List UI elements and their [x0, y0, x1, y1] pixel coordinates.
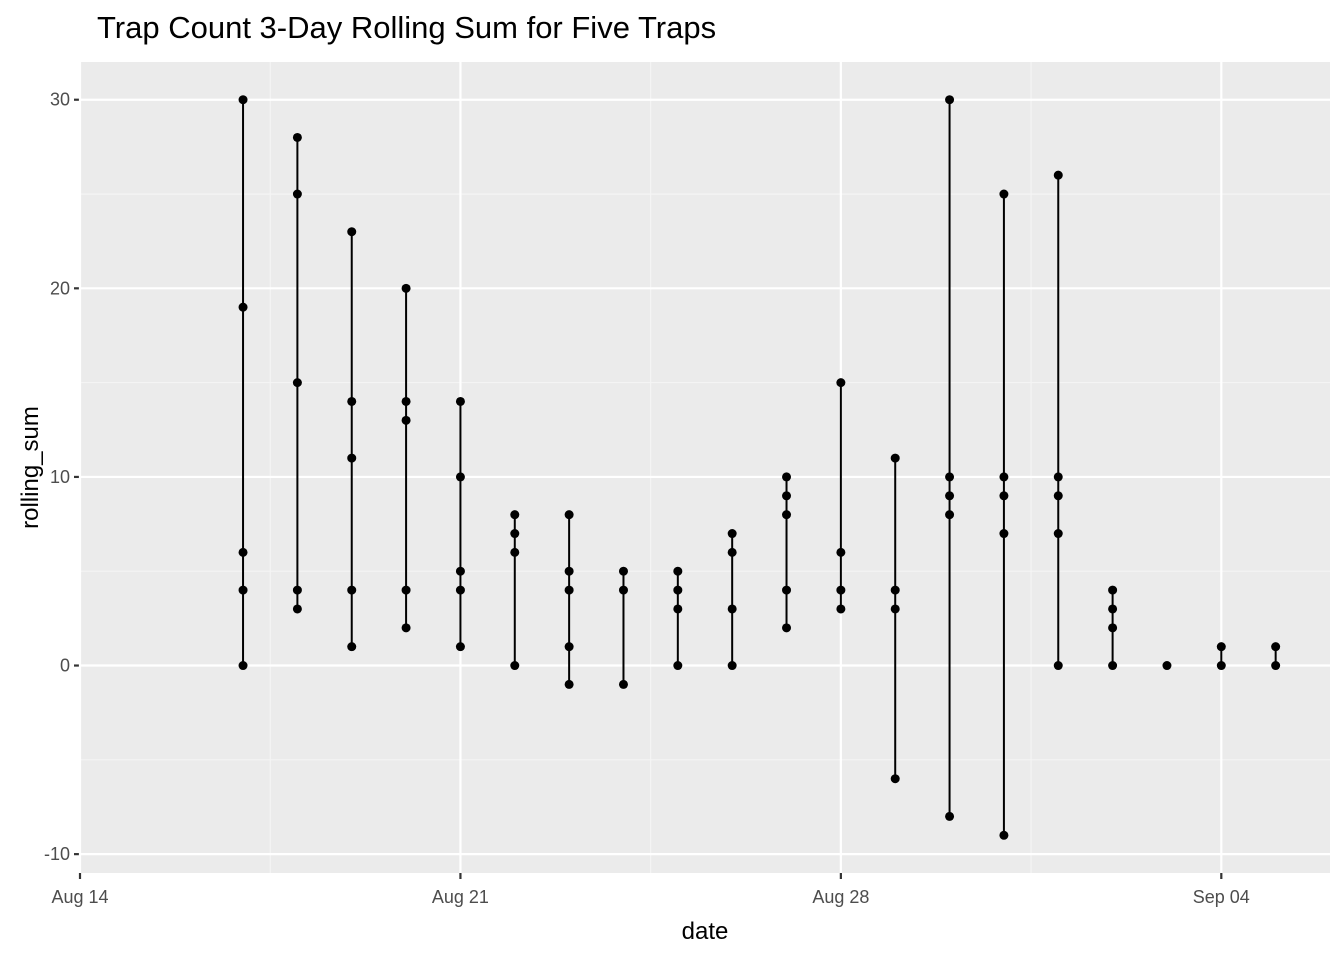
plot-panel [80, 62, 1330, 873]
y-tick-label: 10 [50, 467, 70, 487]
data-point [564, 642, 574, 652]
chart-title: Trap Count 3-Day Rolling Sum for Five Tr… [97, 10, 717, 45]
data-point [673, 585, 683, 595]
data-point [999, 189, 1009, 199]
data-point [347, 227, 357, 237]
data-point [347, 585, 357, 595]
data-point [1108, 585, 1118, 595]
data-point [510, 547, 520, 557]
data-point [945, 811, 955, 821]
data-point [1053, 529, 1063, 539]
data-point [1108, 661, 1118, 671]
data-point [1053, 661, 1063, 671]
data-point [890, 585, 900, 595]
y-tick-label: 30 [50, 90, 70, 110]
data-point [836, 378, 846, 388]
x-tick-label: Aug 28 [812, 887, 869, 907]
y-tick-label: -10 [44, 844, 70, 864]
data-point [401, 283, 411, 293]
data-point [292, 132, 302, 142]
data-point [727, 661, 737, 671]
data-point [510, 510, 520, 520]
data-point [347, 642, 357, 652]
data-point [890, 453, 900, 463]
data-point [292, 604, 302, 614]
data-point [673, 566, 683, 576]
data-point [999, 830, 1009, 840]
data-point [564, 510, 574, 520]
data-point [564, 585, 574, 595]
data-point [455, 585, 465, 595]
data-point [292, 378, 302, 388]
data-point [564, 679, 574, 689]
data-point [727, 604, 737, 614]
data-point [1162, 661, 1172, 671]
data-point [564, 566, 574, 576]
data-point [455, 642, 465, 652]
data-point [1271, 642, 1281, 652]
data-point [782, 585, 792, 595]
data-point [945, 95, 955, 105]
data-point [999, 491, 1009, 501]
data-point [836, 604, 846, 614]
data-point [347, 453, 357, 463]
data-point [238, 585, 248, 595]
data-point [1108, 623, 1118, 633]
data-point [1053, 472, 1063, 482]
y-axis-title: rolling_sum [17, 406, 44, 529]
data-point [782, 623, 792, 633]
data-point [401, 396, 411, 406]
data-point [945, 510, 955, 520]
y-tick-label: 0 [60, 656, 70, 676]
x-tick-label: Sep 04 [1193, 887, 1250, 907]
data-point [673, 661, 683, 671]
data-point [782, 491, 792, 501]
data-point [1053, 170, 1063, 180]
x-axis-title: date [682, 918, 729, 945]
data-point [1108, 604, 1118, 614]
data-point [455, 566, 465, 576]
data-point [890, 774, 900, 784]
data-point [238, 547, 248, 557]
data-point [673, 604, 683, 614]
y-tick-label: 20 [50, 278, 70, 298]
data-point [727, 547, 737, 557]
data-point [292, 585, 302, 595]
data-point [999, 472, 1009, 482]
data-point [347, 396, 357, 406]
data-point [618, 566, 628, 576]
data-point [618, 585, 628, 595]
data-point [401, 415, 411, 425]
data-point [238, 302, 248, 312]
data-point [455, 472, 465, 482]
data-point [1216, 642, 1226, 652]
x-tick-label: Aug 21 [432, 887, 489, 907]
data-point [618, 679, 628, 689]
data-point [238, 661, 248, 671]
data-point [782, 472, 792, 482]
data-point [945, 491, 955, 501]
data-point [238, 95, 248, 105]
data-point [945, 472, 955, 482]
data-point [836, 585, 846, 595]
x-tick-label: Aug 14 [51, 887, 108, 907]
data-point [890, 604, 900, 614]
data-point [836, 547, 846, 557]
data-point [401, 585, 411, 595]
data-point [782, 510, 792, 520]
data-point [292, 189, 302, 199]
data-point [1271, 661, 1281, 671]
data-point [510, 529, 520, 539]
data-point [1216, 661, 1226, 671]
data-point [455, 396, 465, 406]
data-point [727, 529, 737, 539]
data-point [401, 623, 411, 633]
data-point [999, 529, 1009, 539]
data-point [1053, 491, 1063, 501]
data-point [510, 661, 520, 671]
